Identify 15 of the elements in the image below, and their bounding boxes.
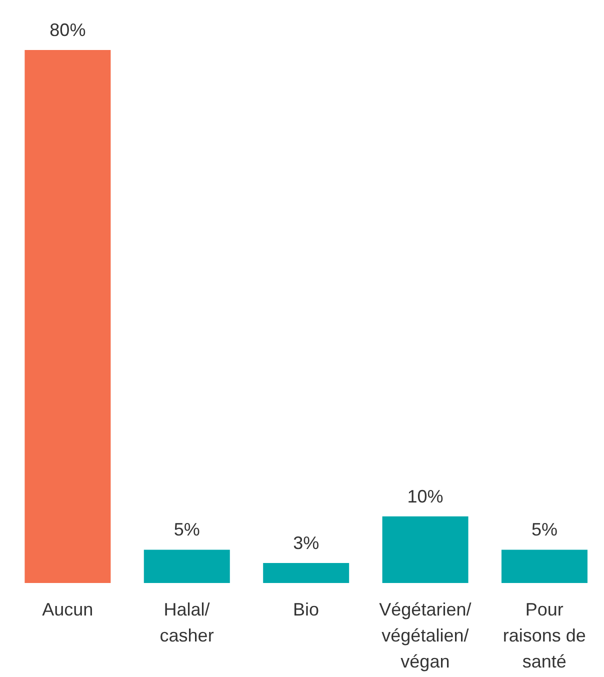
data-label: 5% [174, 520, 200, 540]
bar [24, 50, 111, 583]
data-label: 3% [293, 533, 320, 554]
x-tick-label: Halal/ casher [160, 599, 214, 646]
x-tick-label: Aucun [42, 599, 94, 620]
data-label: 10% [407, 486, 444, 506]
bar [144, 550, 230, 583]
data-label: 5% [531, 520, 558, 540]
x-tick-label: Végétarien/ végétalien/ végan [379, 599, 472, 672]
bar [501, 550, 588, 583]
bar [382, 516, 468, 583]
bar [263, 563, 350, 583]
x-tick-label: Pour raisons de santé [502, 599, 586, 672]
x-tick-label: Bio [292, 599, 320, 620]
data-label: 80% [50, 20, 86, 40]
